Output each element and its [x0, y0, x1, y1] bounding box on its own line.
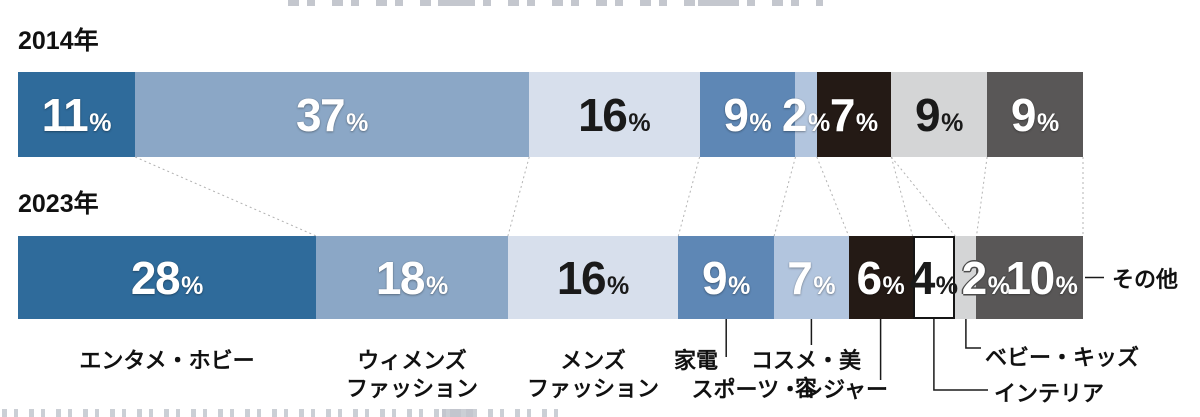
segment-entame-2023年: 28%: [18, 236, 317, 319]
segment-sports-2014年: 7%: [816, 72, 892, 157]
value-label-entame-2023年: 28%: [130, 251, 204, 304]
dotted-connector: [976, 156, 988, 237]
segment-interior-2023年: 4%: [909, 236, 959, 319]
value-label-baby-2014年: 9%: [915, 88, 964, 141]
bar-2014: 11% 37% 16% 9% 2% 7% 9% 9%: [18, 72, 1083, 157]
value-label-other-2023年: 10%: [1005, 251, 1078, 304]
value-label-baby-2023年: 2%: [961, 251, 1010, 304]
value-label-mens-2023年: 16%: [556, 251, 630, 304]
category-label-kaden: 家電: [673, 348, 718, 373]
category-label-sports: スポーツ・レジャー: [691, 377, 888, 402]
value-label-mens-2014年: 16%: [578, 88, 651, 141]
segment-cosme-2023年: 7%: [774, 236, 849, 319]
category-label-other: その他: [1112, 267, 1179, 292]
year-label-2023: 2023年: [18, 190, 99, 218]
dotted-connector: [134, 156, 317, 237]
value-label-cosme-2023年: 7%: [787, 251, 836, 304]
value-label-cosme-2014年: 2%: [781, 88, 831, 141]
segment-womens-2014年: 37%: [135, 72, 530, 157]
segment-other-2014年: 9%: [987, 72, 1083, 157]
value-label-womens-2014年: 37%: [295, 88, 369, 141]
dotted-connector: [816, 156, 850, 237]
segment-baby-2023年: 2%: [955, 236, 1010, 319]
segment-sports-2023年: 6%: [848, 236, 913, 319]
dotted-connector: [890, 156, 956, 237]
callout-line-baby: [965, 319, 981, 349]
segment-baby-2014年: 9%: [891, 72, 988, 157]
bar-2023: 28% 18% 16% 9% 7% 6% 4% 2% 10%: [18, 236, 1083, 319]
segment-entame-2014年: 11%: [18, 72, 136, 157]
dotted-connector: [507, 156, 530, 237]
value-label-kaden-2023年: 9%: [702, 251, 751, 304]
dotted-connector: [890, 156, 914, 237]
segment-cosme-2014年: 2%: [782, 72, 830, 157]
dotted-connector: [677, 156, 701, 237]
year-label-2014: 2014年: [18, 27, 99, 55]
category-label-baby: ベビー・キッズ: [985, 345, 1140, 370]
value-label-other-2014年: 9%: [1010, 88, 1060, 141]
category-label-cosme: コスメ・美容: [750, 348, 861, 401]
category-label-womens: ウィメンズ ファッション: [345, 348, 478, 401]
segment-kaden-2014年: 9%: [699, 72, 796, 157]
value-label-womens-2023年: 18%: [375, 251, 449, 304]
segment-womens-2023年: 18%: [316, 236, 508, 319]
clipped-title-fragments: [288, 0, 823, 6]
callout-line-interior: [933, 319, 988, 391]
value-label-sports-2014年: 7%: [829, 88, 879, 141]
category-label-interior: インテリア: [994, 381, 1105, 406]
value-label-kaden-2014年: 9%: [723, 88, 772, 141]
segment-mens-2023年: 16%: [507, 236, 679, 319]
value-label-interior-2023年: 4%: [909, 251, 959, 304]
category-label-mens: メンズ ファッション: [526, 348, 659, 401]
segment-mens-2014年: 16%: [529, 72, 700, 157]
category-label-entame: エンタメ・ホビー: [79, 348, 255, 373]
segment-kaden-2023年: 9%: [678, 236, 775, 319]
value-label-sports-2023年: 6%: [856, 251, 905, 304]
clipped-source-note-fragments: [2, 409, 560, 417]
segment-other-2023年: 10%: [976, 236, 1083, 319]
value-label-entame-2014年: 11%: [41, 88, 112, 141]
dotted-connector: [773, 156, 796, 237]
